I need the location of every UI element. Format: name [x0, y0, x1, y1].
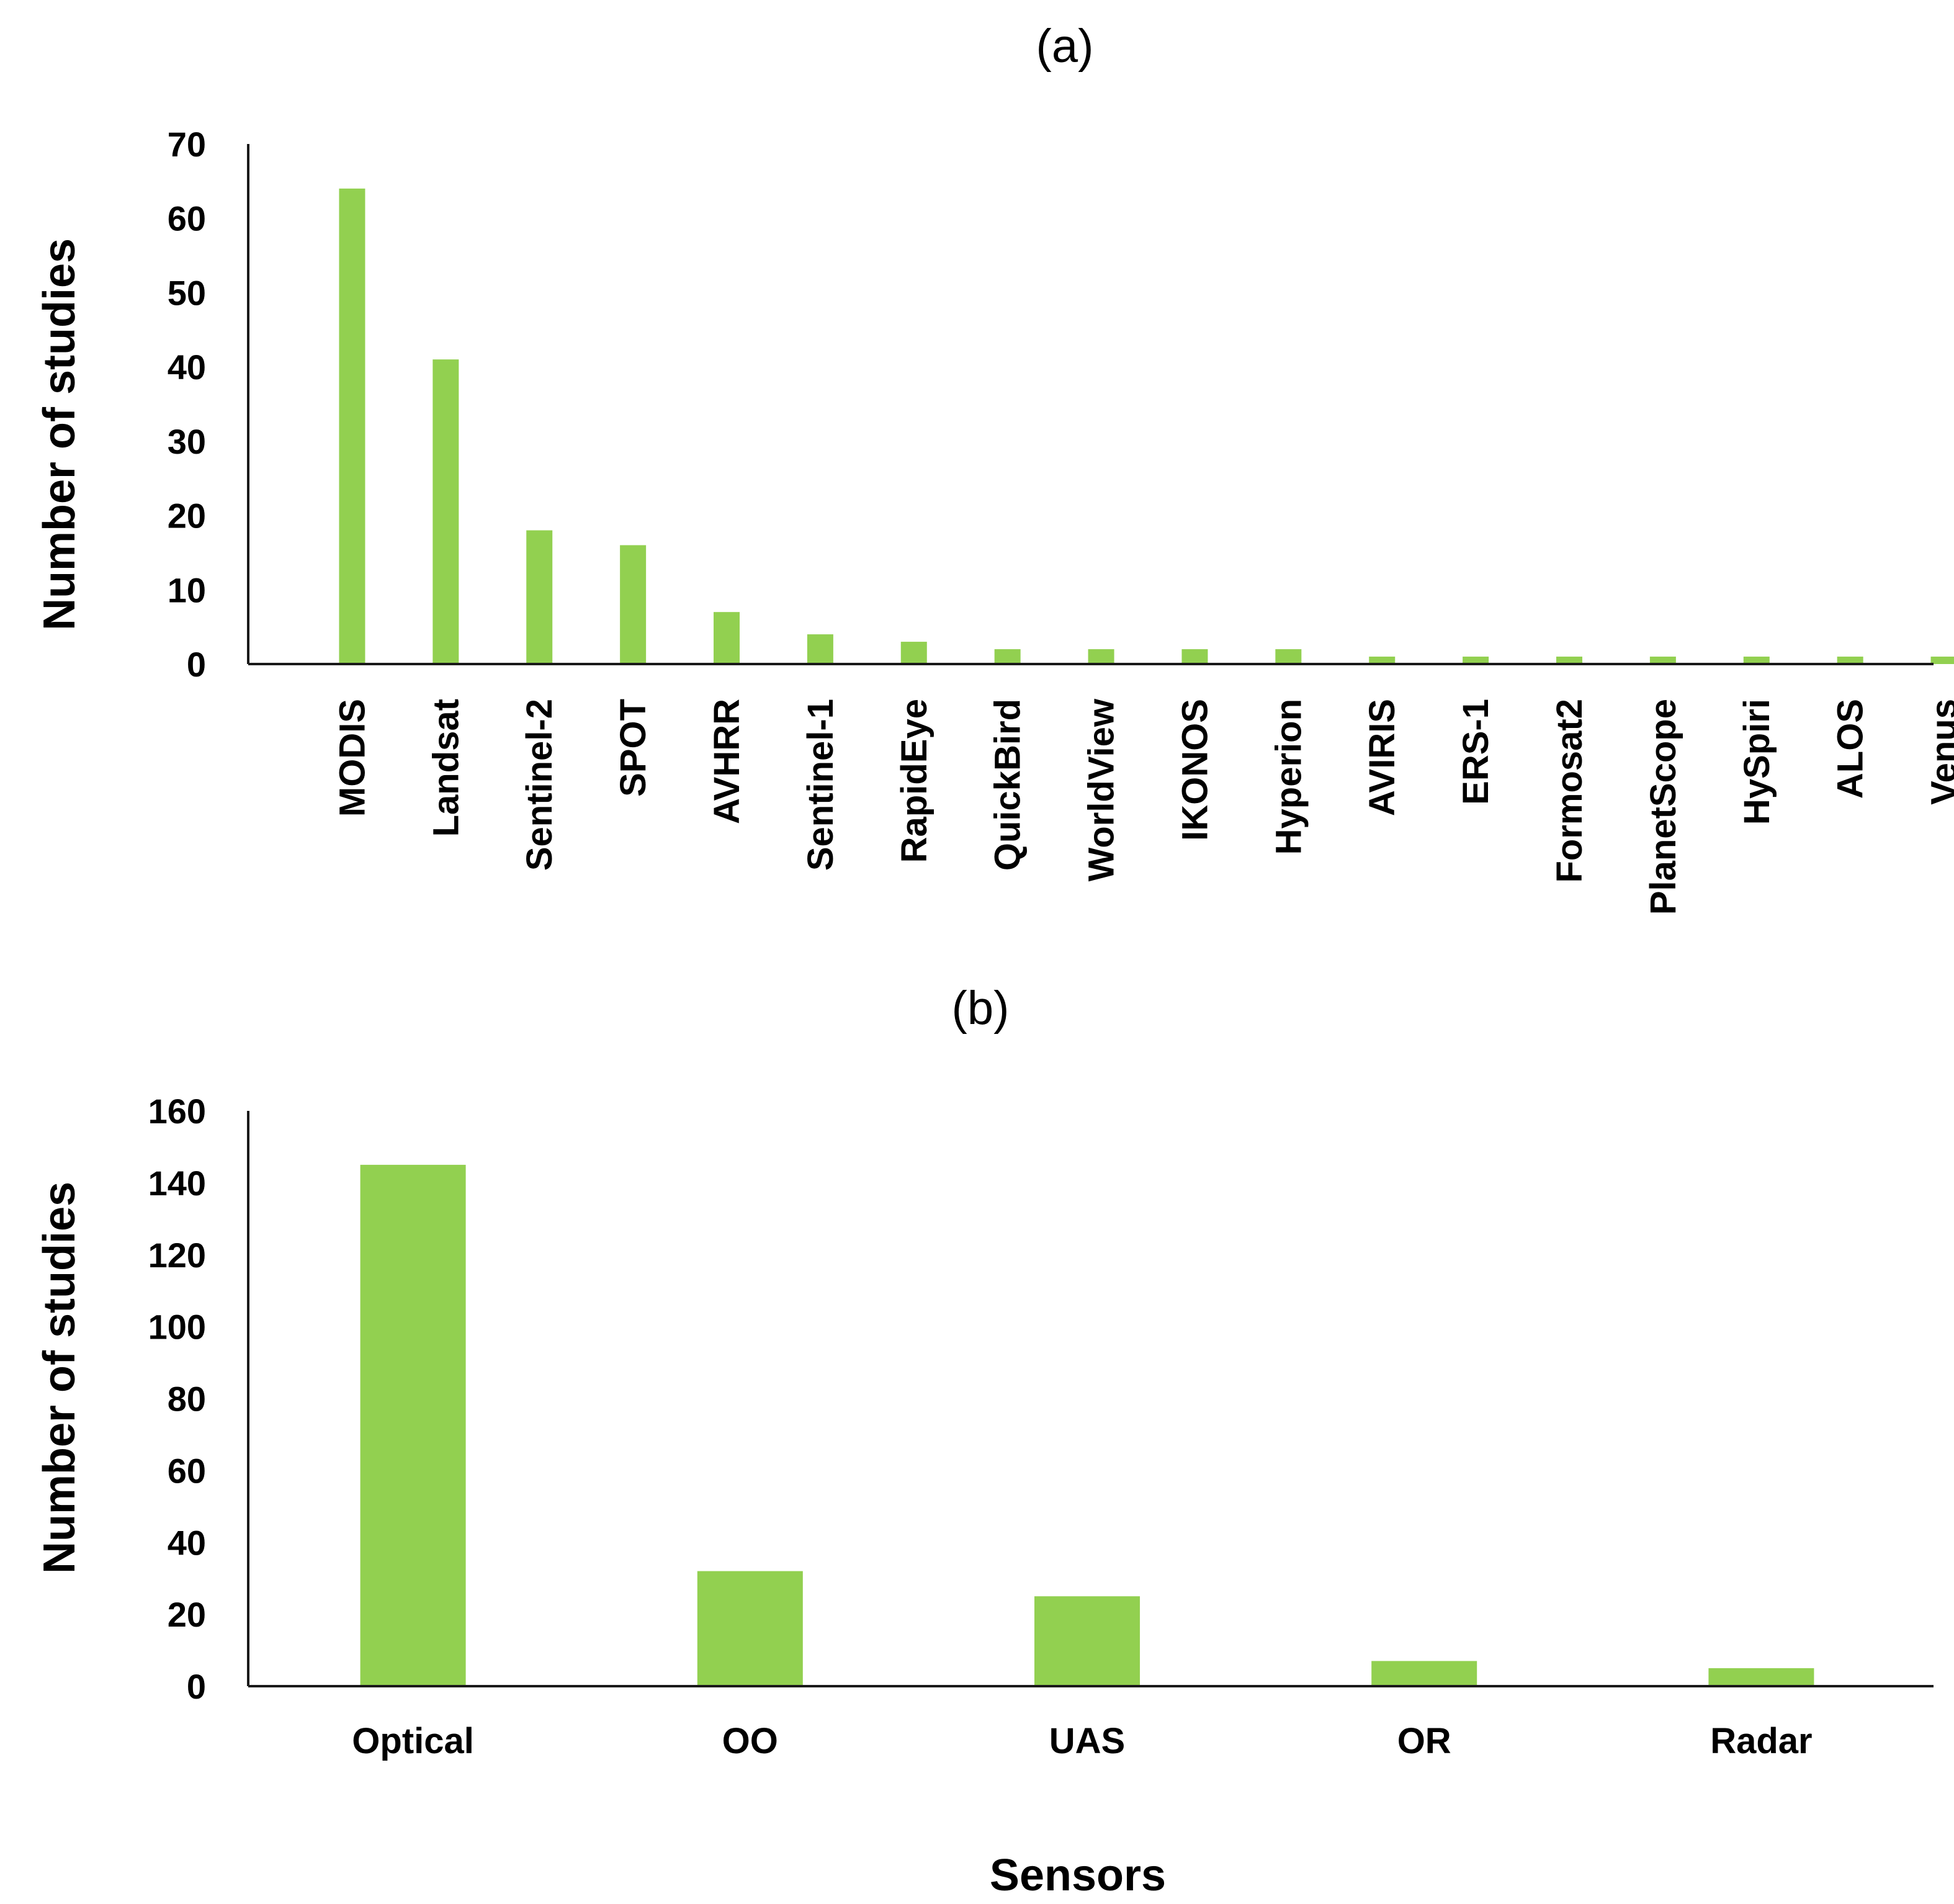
panel-a-sensor-chart: (a) Number of studies 0 10 20 30 40 50 60 70 MO… [35, 20, 1954, 915]
panel-b-sensor-type-chart: (b) Number of studies Sensors 0 20 40 60 80 1… [35, 982, 1934, 1900]
bar-sentinel-2 [526, 530, 553, 664]
x-category-label: OR [1397, 1721, 1451, 1761]
bar-radar [1708, 1668, 1814, 1686]
y-tick-label: 120 [148, 1236, 206, 1275]
panel-b-y-axis-title: Number of studies [35, 1182, 84, 1574]
x-category-label: Landsat [426, 699, 466, 837]
y-tick-label: 20 [168, 496, 206, 536]
y-tick-label: 40 [168, 1523, 206, 1562]
x-category-label: ERS-1 [1456, 699, 1496, 805]
x-category-label: ALOS [1831, 699, 1871, 799]
bar-rapideye [900, 642, 927, 664]
y-tick-label: 160 [148, 1092, 206, 1131]
x-category-label: AVHRR [707, 699, 747, 824]
bar-or [1371, 1661, 1477, 1686]
x-category-label: RapidEye [894, 699, 934, 863]
x-category-label: Optical [352, 1721, 474, 1761]
x-category-label: MODIS [332, 699, 372, 817]
y-tick-label: 70 [168, 125, 206, 164]
bar-ikonos [1181, 649, 1208, 664]
x-category-label: WorldView [1082, 698, 1122, 881]
y-tick-label: 40 [168, 348, 206, 387]
panel-a-label: (a) [1036, 20, 1094, 73]
bar-hyspiri [1743, 657, 1770, 664]
bar-venus [1930, 657, 1954, 664]
x-category-label: Hyperion [1268, 699, 1309, 855]
x-category-label: Venus [1924, 699, 1954, 805]
bar-sentinel-1 [807, 634, 833, 664]
y-tick-label: 80 [168, 1380, 206, 1419]
bar-quickbird [994, 649, 1021, 664]
y-tick-label: 0 [187, 645, 206, 684]
y-tick-label: 60 [168, 199, 206, 238]
y-tick-label: 20 [168, 1595, 206, 1634]
bar-formosat2 [1556, 657, 1582, 664]
bar-uas [1034, 1596, 1140, 1686]
bar-planetscope [1649, 657, 1676, 664]
x-category-label: IKONOS [1175, 699, 1215, 841]
x-category-label: SPOT [613, 699, 653, 797]
x-category-label: HySpiri [1737, 699, 1777, 825]
y-tick-label: 10 [168, 570, 206, 609]
bar-aviris [1369, 657, 1396, 664]
bar-hyperion [1275, 649, 1302, 664]
bar-worldview [1088, 649, 1114, 664]
x-category-label: Sentinel-1 [800, 699, 841, 871]
bar-modis [339, 188, 365, 664]
x-category-label: AVIRIS [1362, 699, 1402, 816]
y-tick-label: 60 [168, 1451, 206, 1490]
panel-b-label: (b) [952, 982, 1010, 1035]
bar-spot [620, 545, 647, 664]
bar-ers-1 [1463, 657, 1489, 664]
x-category-label: Sentinel-2 [519, 699, 560, 871]
y-tick-label: 100 [148, 1308, 206, 1347]
x-category-label: OO [722, 1721, 778, 1761]
x-category-label: QuickBird [988, 699, 1028, 871]
bar-landsat [432, 359, 459, 664]
panel-a-y-axis-title: Number of studies [35, 238, 84, 631]
y-tick-label: 0 [187, 1667, 206, 1706]
x-category-label: Radar [1710, 1721, 1812, 1761]
bar-optical [360, 1164, 466, 1686]
y-tick-label: 50 [168, 273, 206, 312]
bar-alos [1837, 657, 1863, 664]
x-category-label: PlanetScope [1643, 699, 1683, 915]
bar-oo [697, 1571, 803, 1686]
y-tick-label: 140 [148, 1164, 206, 1203]
y-tick-label: 30 [168, 422, 206, 461]
bar-avhrr [714, 612, 740, 664]
x-category-label: Formosat2 [1549, 699, 1590, 883]
x-category-label: UAS [1049, 1721, 1125, 1761]
panel-b-x-axis-title: Sensors [990, 1851, 1166, 1900]
